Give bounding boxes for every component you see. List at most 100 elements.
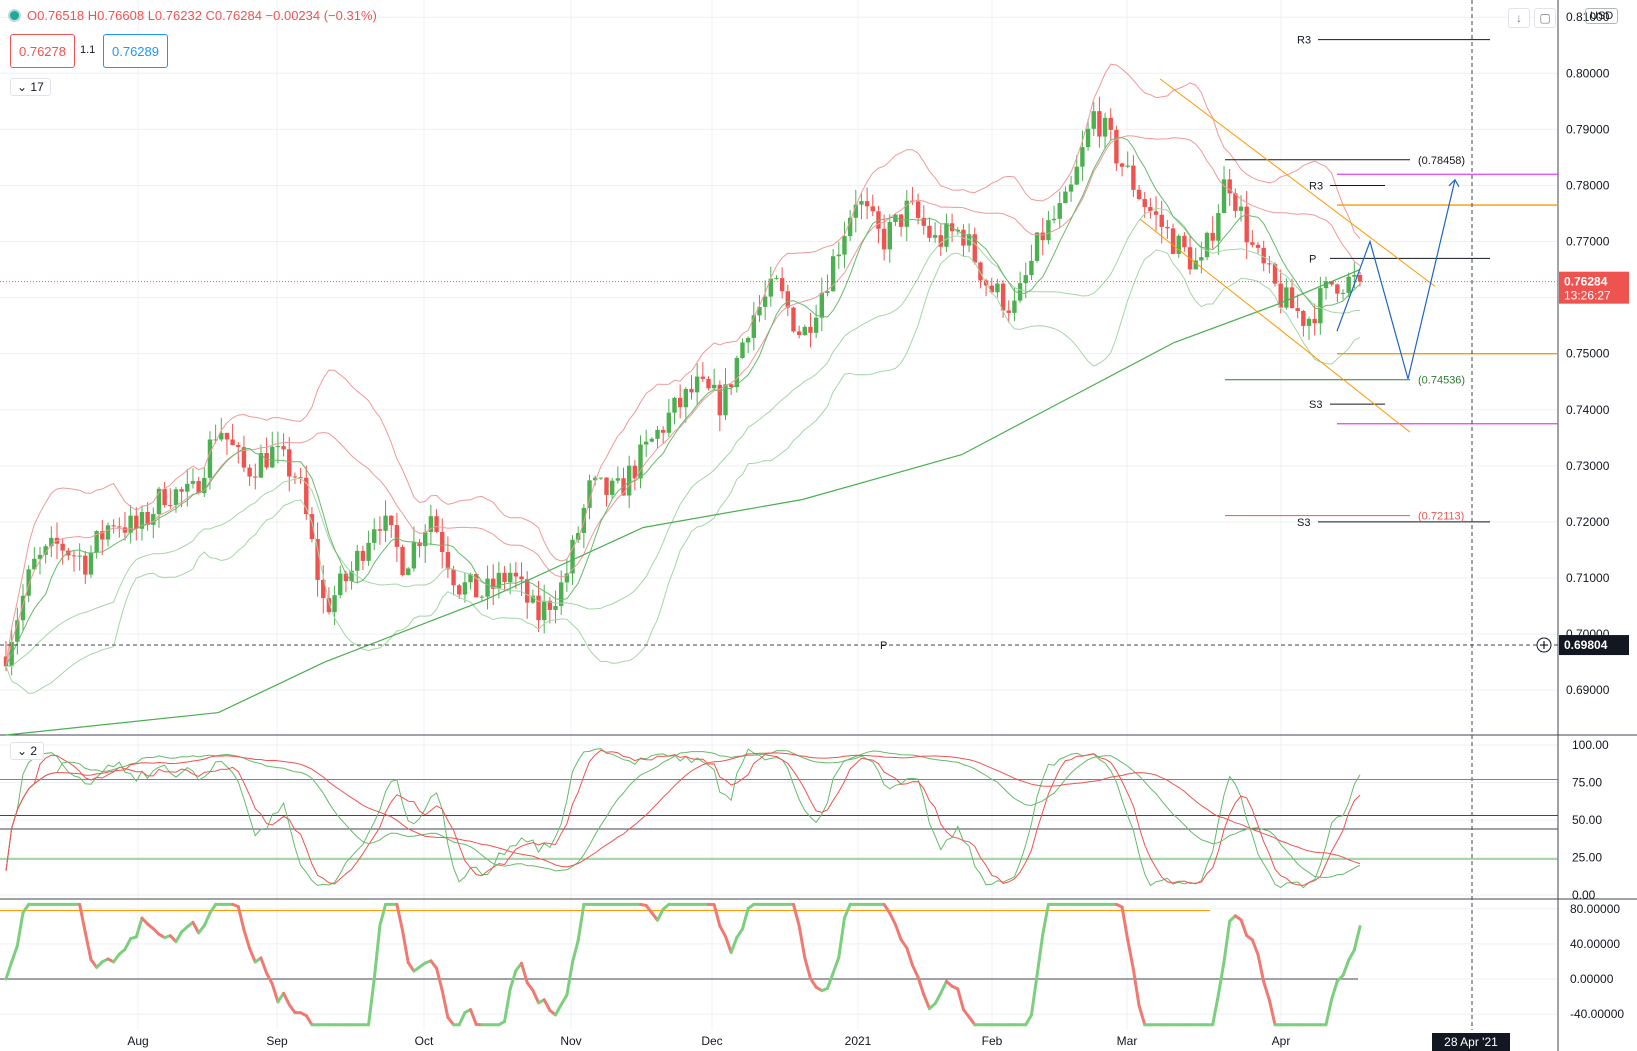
osc-segment bbox=[893, 922, 903, 942]
candle bbox=[411, 526, 417, 572]
candle bbox=[1357, 271, 1363, 287]
candle bbox=[1267, 255, 1272, 274]
pivot-price-text: 0.69804 bbox=[1564, 638, 1608, 652]
osc-segment bbox=[236, 905, 246, 932]
candle bbox=[202, 467, 207, 498]
candle bbox=[1153, 196, 1159, 231]
candle bbox=[281, 433, 286, 457]
time-tick: Sep bbox=[266, 1034, 288, 1048]
candle bbox=[128, 505, 133, 544]
candle bbox=[813, 304, 819, 339]
osc-segment bbox=[571, 938, 580, 964]
candle bbox=[43, 544, 48, 564]
osc-segment bbox=[197, 924, 206, 935]
osc-segment bbox=[531, 988, 541, 1005]
time-tick: 2021 bbox=[845, 1034, 872, 1048]
candle bbox=[859, 192, 864, 220]
osc-segment bbox=[1222, 919, 1232, 964]
osc-tick: 0.00000 bbox=[1570, 972, 1614, 986]
time-tick: Dec bbox=[701, 1034, 722, 1048]
candle bbox=[207, 431, 213, 490]
candle bbox=[1335, 283, 1340, 303]
candle bbox=[377, 516, 383, 545]
candle bbox=[1295, 294, 1300, 319]
osc-segment bbox=[797, 924, 807, 960]
candle bbox=[502, 566, 507, 591]
candle bbox=[683, 387, 689, 423]
osc-segment bbox=[367, 977, 376, 1027]
osc-segment bbox=[248, 946, 257, 964]
candle bbox=[287, 437, 292, 492]
osc-segment bbox=[542, 998, 552, 1012]
candle bbox=[1301, 309, 1306, 337]
candle bbox=[609, 477, 615, 499]
candle bbox=[711, 368, 717, 390]
candle bbox=[457, 583, 462, 600]
projection-path bbox=[1336, 179, 1456, 380]
main-pane-collapse-button[interactable]: ⌄ 17 bbox=[10, 78, 51, 96]
osc-segment bbox=[791, 902, 801, 928]
candle bbox=[1284, 278, 1289, 310]
osc-segment bbox=[831, 955, 841, 975]
candle bbox=[1102, 112, 1108, 150]
stoch-k-line bbox=[5, 748, 1361, 889]
candle bbox=[745, 336, 751, 354]
restore-icon[interactable]: ▢ bbox=[1534, 8, 1556, 28]
time-tick: Feb bbox=[982, 1034, 1003, 1048]
candle bbox=[1029, 244, 1034, 280]
candle bbox=[355, 544, 360, 584]
buy-button[interactable]: 0.76289 bbox=[103, 34, 168, 68]
osc-segment bbox=[729, 936, 739, 954]
osc-segment bbox=[933, 991, 943, 1006]
currency-label[interactable]: USD bbox=[1585, 8, 1619, 24]
osc-segment bbox=[378, 902, 388, 927]
candle bbox=[898, 214, 904, 237]
candle bbox=[519, 562, 524, 596]
osc-segment bbox=[83, 930, 93, 962]
osc-segment bbox=[905, 946, 914, 967]
sell-button[interactable]: 0.76278 bbox=[10, 34, 75, 68]
osc-segment bbox=[446, 1015, 456, 1027]
candle bbox=[649, 437, 655, 443]
candle bbox=[417, 538, 422, 558]
candle bbox=[1017, 271, 1023, 303]
price-tick: 0.69000 bbox=[1566, 683, 1610, 697]
osc-segment bbox=[270, 982, 280, 1004]
candle bbox=[213, 424, 218, 444]
candle bbox=[547, 596, 553, 624]
osc-segment bbox=[712, 903, 722, 928]
osc-pane-collapse-button[interactable]: ⌄ 2 bbox=[10, 742, 45, 760]
osc-segment bbox=[191, 920, 201, 935]
arrow-down-icon[interactable]: ↓ bbox=[1508, 8, 1530, 28]
legend: O0.76518 H0.76608 L0.76232 C0.76284 −0.0… bbox=[8, 8, 377, 23]
time-tick: Apr bbox=[1272, 1034, 1291, 1048]
candle bbox=[162, 481, 167, 508]
osc-segment bbox=[1324, 997, 1334, 1027]
osc-segment bbox=[956, 987, 965, 1011]
osc-segment bbox=[282, 991, 291, 1007]
osc-segment bbox=[565, 960, 575, 997]
candle bbox=[513, 562, 519, 589]
candle bbox=[275, 431, 281, 464]
candle bbox=[757, 295, 762, 322]
candle bbox=[1114, 125, 1119, 171]
candle bbox=[1074, 155, 1079, 186]
candle bbox=[1034, 231, 1040, 263]
candle bbox=[1306, 316, 1312, 340]
candle bbox=[938, 224, 943, 257]
candle bbox=[1340, 289, 1346, 300]
candle bbox=[1131, 155, 1136, 197]
candle bbox=[1272, 262, 1278, 287]
candle bbox=[1233, 188, 1238, 218]
pivot-price-tag bbox=[1559, 635, 1629, 656]
candle bbox=[1091, 101, 1096, 137]
osc-segment bbox=[1347, 948, 1356, 962]
price-tick: 0.80000 bbox=[1566, 66, 1610, 80]
candle bbox=[105, 522, 111, 547]
osc-segment bbox=[287, 1003, 297, 1015]
candle bbox=[1046, 210, 1051, 245]
candle bbox=[1346, 272, 1351, 298]
candle bbox=[1176, 233, 1181, 258]
osc-segment bbox=[89, 958, 99, 969]
